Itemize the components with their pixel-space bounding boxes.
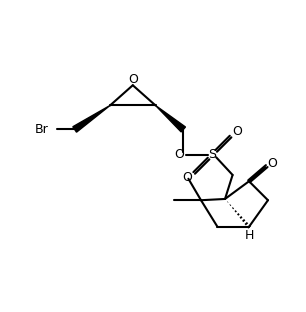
Text: O: O (267, 157, 277, 170)
Text: S: S (208, 148, 216, 161)
Polygon shape (73, 105, 110, 132)
Text: O: O (174, 148, 184, 161)
Text: O: O (183, 171, 192, 184)
Text: H: H (244, 229, 254, 242)
Text: O: O (128, 73, 138, 86)
Text: Br: Br (34, 123, 48, 136)
Polygon shape (155, 105, 185, 132)
Text: O: O (232, 125, 242, 139)
